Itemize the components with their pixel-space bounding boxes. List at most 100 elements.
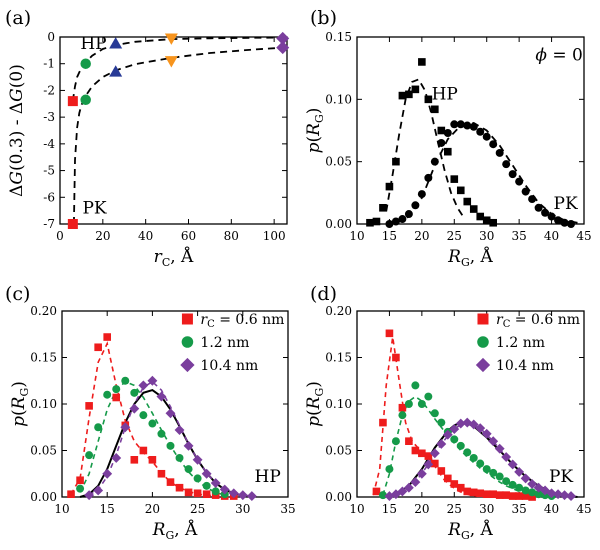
data-point: [385, 465, 394, 474]
panel-a: 0 20 40 60 80 100 -7 -6 -5 -4 -3 -2 -1 0 (a) rC, Å ΔG(0.…: [5, 7, 290, 269]
data-point: [184, 488, 193, 497]
data-point: [139, 411, 148, 420]
data-point: [398, 215, 407, 224]
data-point: [219, 484, 230, 495]
data-point: [515, 177, 524, 186]
x-tick-label: 35: [280, 502, 295, 516]
data-point: [121, 376, 130, 385]
data-point: [416, 468, 427, 479]
data-point: [437, 467, 446, 475]
data-point: [444, 474, 452, 483]
data-point: [495, 472, 504, 481]
x-tick-label: 10: [349, 229, 364, 243]
data-point: [103, 390, 112, 399]
panel-b: 10 15 20 25 30 35 40 45 0.00 0.05 0.10 0.15(b) RG, Å…: [304, 7, 592, 269]
data-point: [120, 422, 131, 433]
x-axis-label: RG, Å: [447, 246, 493, 269]
data-point: [184, 465, 193, 474]
data-point: [165, 408, 176, 419]
x-tick-label: 45: [576, 502, 591, 516]
data-point: [201, 468, 212, 479]
data-point: [436, 439, 447, 449]
y-tick-label: 0.05: [30, 444, 57, 458]
y-axis-label: p(RG): [9, 381, 31, 427]
x-tick-label: 15: [100, 502, 115, 516]
panel-label: (d): [310, 283, 337, 305]
x-tick-label: 15: [382, 229, 397, 243]
x-axis-label: RG, Å: [447, 519, 493, 542]
data-point: [397, 486, 408, 497]
data-point: [502, 491, 510, 499]
data-point: [444, 147, 452, 156]
data-point: [417, 190, 426, 199]
x-tick-label: 0: [56, 229, 64, 243]
data-point: [456, 483, 465, 492]
data-point: [67, 490, 75, 499]
data-point: [392, 353, 400, 362]
fit-line-hp: [71, 36, 283, 102]
data-point: [501, 452, 512, 462]
x-tick-label: 45: [576, 229, 591, 243]
data-point: [94, 423, 103, 432]
data-point: [437, 126, 446, 135]
x-tick-label: 35: [512, 229, 527, 243]
x-tick-label: 60: [181, 229, 196, 243]
data-point: [450, 435, 459, 444]
y-tick-label: -4: [43, 137, 55, 151]
data-point: [210, 478, 221, 488]
x-tick-label: 100: [263, 229, 286, 243]
x-tick-label: 20: [95, 229, 110, 243]
data-point: [431, 105, 439, 114]
data-point: [130, 388, 139, 397]
data-point: [450, 120, 459, 129]
panel-label: (c): [5, 283, 30, 305]
x-tick-label: 40: [544, 229, 559, 243]
data-point: [85, 451, 94, 460]
data-point: [528, 195, 537, 204]
data-point: [450, 480, 459, 488]
data-point: [139, 446, 148, 455]
data-point: [405, 90, 413, 99]
data-point: [391, 437, 400, 446]
data-point: [403, 482, 414, 493]
fit-line-pk: [73, 46, 283, 225]
data-point: [437, 418, 446, 427]
data-point: [489, 468, 498, 477]
data-point: [379, 203, 387, 212]
data-point: [166, 441, 175, 450]
y-tick-label: -2: [43, 83, 55, 97]
data-point: [183, 440, 194, 451]
data-point: [546, 488, 557, 499]
data-point: [391, 217, 400, 226]
x-tick-label: 25: [447, 229, 462, 243]
data-point: [469, 488, 478, 497]
y-tick-label: 0.00: [325, 490, 352, 504]
data-point: [166, 478, 175, 486]
y-tick-label: -5: [43, 164, 55, 178]
y-tick-label: 0.05: [325, 444, 352, 458]
data-point: [378, 491, 387, 500]
data-point: [411, 85, 420, 94]
data-point: [443, 129, 452, 137]
data-point: [202, 490, 211, 499]
data-point: [463, 197, 472, 206]
data-point: [411, 381, 420, 390]
data-point: [76, 476, 84, 485]
data-point: [514, 466, 525, 477]
data-point: [85, 402, 93, 410]
data-point: [521, 187, 530, 196]
data-point: [202, 481, 211, 490]
data-point: [521, 492, 530, 500]
y-axis-label: p(RG): [304, 108, 326, 154]
series-dashed-line: [79, 380, 225, 496]
legend-entry: rC = 0.6 nm: [496, 312, 580, 330]
data-point: [228, 488, 239, 499]
x-tick-label: 20: [414, 502, 429, 516]
data-point: [148, 419, 157, 428]
data-point: [148, 456, 157, 464]
y-tick-label: 0.10: [325, 92, 352, 106]
y-tick-label: 0.20: [325, 304, 352, 318]
data-point: [488, 436, 499, 447]
data-point: [93, 485, 104, 496]
data-point: [495, 148, 504, 157]
